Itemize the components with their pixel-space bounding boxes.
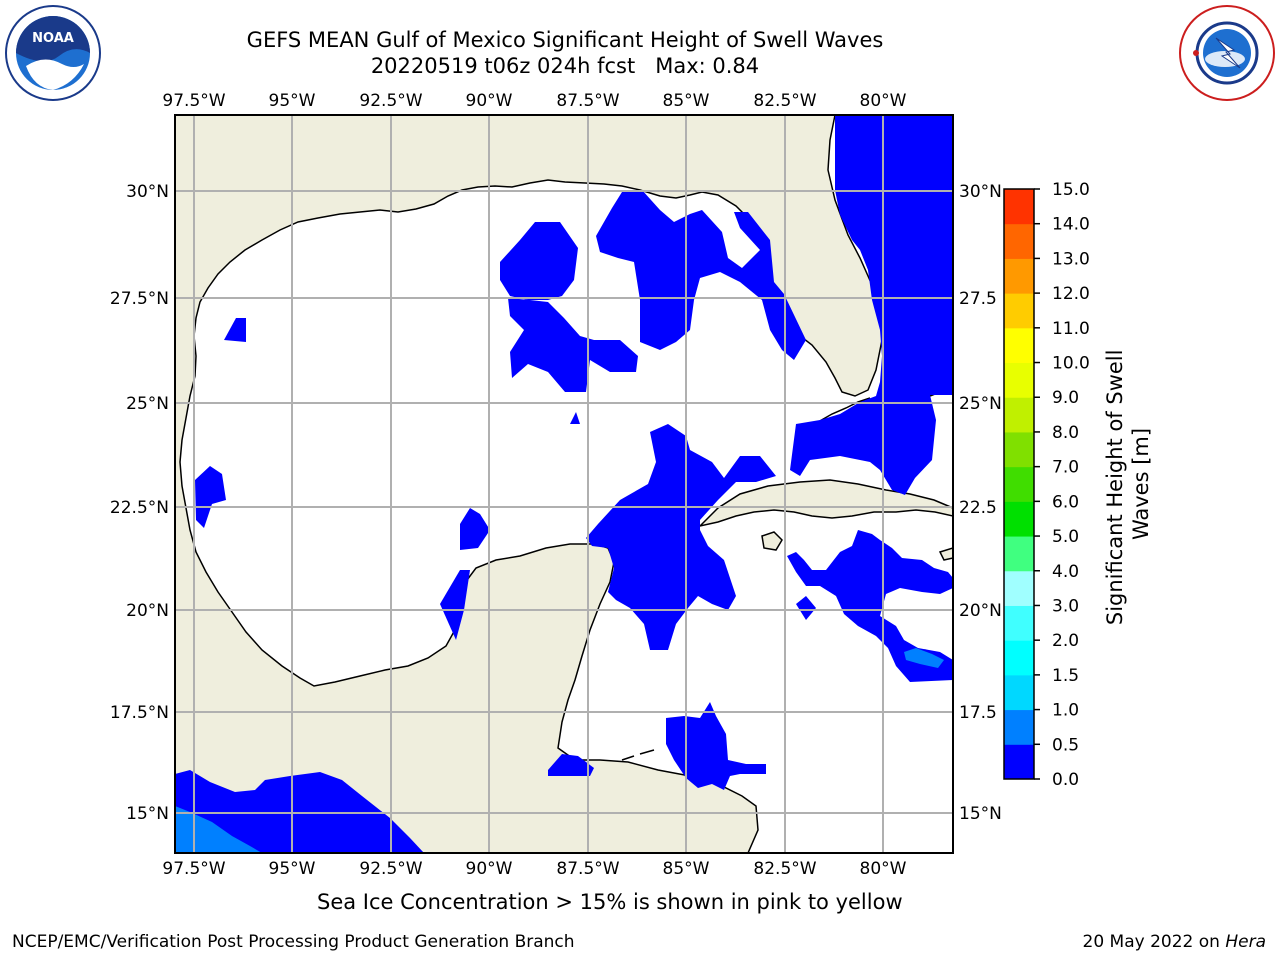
lon-label: 87.5°W bbox=[556, 91, 619, 111]
lon-label: 82.5°W bbox=[753, 91, 816, 111]
lon-label: 90°W bbox=[466, 859, 513, 879]
colorbar-segment bbox=[1004, 397, 1034, 433]
svg-text:NOAA: NOAA bbox=[32, 31, 74, 46]
lat-labels-right: 30°N 27.5 25°N 22.5 20°N 17.5 15°N bbox=[959, 182, 1002, 824]
colorbar-tick-label: 7.0 bbox=[1052, 458, 1079, 478]
lat-label: 20°N bbox=[126, 601, 169, 621]
colorbar bbox=[1004, 189, 1034, 780]
lon-label: 90°W bbox=[466, 91, 513, 111]
colorbar-segment bbox=[1004, 258, 1034, 294]
nws-logo bbox=[1178, 4, 1276, 106]
lat-label: 15°N bbox=[126, 804, 169, 824]
lat-label: 20°N bbox=[959, 601, 1002, 621]
lon-label: 95°W bbox=[269, 91, 316, 111]
colorbar-segment bbox=[1004, 327, 1034, 364]
colorbar-tick-label: 10.0 bbox=[1052, 354, 1090, 374]
colorbar-ticks: 0.0 0.5 1.0 1.5 2.0 3.0 4.0 5.0 6.0 7.0 8.0 9.0 10.0… bbox=[1034, 180, 1090, 790]
colorbar-tick-label: 0.5 bbox=[1052, 735, 1079, 755]
lon-label: 85°W bbox=[663, 859, 710, 879]
colorbar-segment bbox=[1004, 223, 1034, 259]
colorbar-tick-label: 12.0 bbox=[1052, 284, 1090, 304]
lat-labels-left: 30°N 27.5°N 25°N 22.5°N 20°N 17.5°N 15°N bbox=[110, 182, 169, 824]
lon-labels-top: 97.5°W 95°W 92.5°W 90°W 87.5°W 85°W 82.5… bbox=[162, 91, 906, 111]
colorbar-tick-label: 14.0 bbox=[1052, 215, 1090, 235]
colorbar-tick-label: 8.0 bbox=[1052, 423, 1079, 443]
colorbar-segment bbox=[1004, 189, 1034, 225]
lat-label: 30°N bbox=[126, 182, 169, 202]
colorbar-segment bbox=[1004, 570, 1034, 606]
lat-label: 25°N bbox=[126, 394, 169, 414]
colorbar-segment bbox=[1004, 362, 1034, 398]
colorbar-segment bbox=[1004, 466, 1034, 502]
lon-label: 82.5°W bbox=[753, 859, 816, 879]
colorbar-tick-label: 11.0 bbox=[1052, 319, 1090, 339]
colorbar-label: Significant Height of Swell Waves [m] bbox=[1103, 343, 1153, 625]
map-frame bbox=[174, 114, 954, 854]
noaa-logo: NOAA bbox=[4, 4, 102, 106]
lat-label: 25°N bbox=[959, 394, 1002, 414]
colorbar-tick-label: 1.5 bbox=[1052, 666, 1079, 686]
colorbar-tick-label: 9.0 bbox=[1052, 388, 1079, 408]
lat-label: 22.5°N bbox=[110, 498, 169, 518]
graticule bbox=[175, 115, 953, 853]
footer-credit: NCEP/EMC/Verification Post Processing Pr… bbox=[12, 932, 575, 952]
footer-machine: Hera bbox=[1225, 932, 1266, 952]
lon-label: 97.5°W bbox=[162, 859, 225, 879]
lat-label: 17.5°N bbox=[110, 703, 169, 723]
chart-subtitle: 20220519 t06z 024h fcst Max: 0.84 bbox=[370, 54, 760, 78]
colorbar-tick-label: 2.0 bbox=[1052, 631, 1079, 651]
footer-date: 20 May 2022 on Hera bbox=[1083, 932, 1267, 952]
colorbar-segment bbox=[1004, 709, 1034, 745]
colorbar-tick-label: 13.0 bbox=[1052, 249, 1090, 269]
lat-label: 15°N bbox=[959, 804, 1002, 824]
colorbar-segment bbox=[1004, 536, 1034, 572]
colorbar-tick-label: 1.0 bbox=[1052, 701, 1079, 721]
colorbar-tick-label: 15.0 bbox=[1052, 180, 1090, 200]
colorbar-tick-label: 4.0 bbox=[1052, 562, 1079, 582]
lon-label: 92.5°W bbox=[359, 859, 422, 879]
colorbar-segment bbox=[1004, 293, 1034, 329]
lon-label: 80°W bbox=[860, 91, 907, 111]
land-bay-islands bbox=[621, 749, 655, 761]
lon-labels-bottom: 97.5°W 95°W 92.5°W 90°W 87.5°W 85°W 82.5… bbox=[162, 859, 906, 879]
land-isle-of-youth bbox=[761, 531, 783, 551]
lat-label: 30°N bbox=[959, 182, 1002, 202]
land-florida-keys bbox=[817, 397, 871, 423]
colorbar-tick-label: 0.0 bbox=[1052, 770, 1079, 790]
colorbar-tick-label: 3.0 bbox=[1052, 596, 1079, 616]
colorbar-segment bbox=[1004, 744, 1034, 780]
swell-0.5-1.0m-regions bbox=[175, 648, 944, 853]
lat-label: 27.5 bbox=[959, 289, 997, 309]
lon-label: 85°W bbox=[663, 91, 710, 111]
colorbar-segment bbox=[1004, 605, 1034, 641]
chart-title: GEFS MEAN Gulf of Mexico Significant Hei… bbox=[246, 28, 884, 52]
land-hispaniola bbox=[938, 547, 953, 561]
colorbar-tick-label: 5.0 bbox=[1052, 527, 1079, 547]
swell-0-0.5m-regions bbox=[175, 115, 953, 853]
lon-label: 87.5°W bbox=[556, 859, 619, 879]
lat-label: 27.5°N bbox=[110, 289, 169, 309]
colorbar-segment bbox=[1004, 501, 1034, 537]
lon-label: 80°W bbox=[860, 859, 907, 879]
colorbar-segment bbox=[1004, 431, 1034, 468]
colorbar-segment bbox=[1004, 640, 1034, 676]
lon-label: 92.5°W bbox=[359, 91, 422, 111]
lat-label: 17.5 bbox=[959, 703, 997, 723]
colorbar-tick-label: 6.0 bbox=[1052, 492, 1079, 512]
lat-label: 22.5 bbox=[959, 498, 997, 518]
land-cuba bbox=[697, 479, 953, 528]
colorbar-segment bbox=[1004, 674, 1034, 711]
lon-label: 97.5°W bbox=[162, 91, 225, 111]
footer-date-text: 20 May 2022 on bbox=[1082, 932, 1226, 952]
lon-label: 95°W bbox=[269, 859, 316, 879]
colorbar-frame bbox=[1003, 188, 1035, 780]
